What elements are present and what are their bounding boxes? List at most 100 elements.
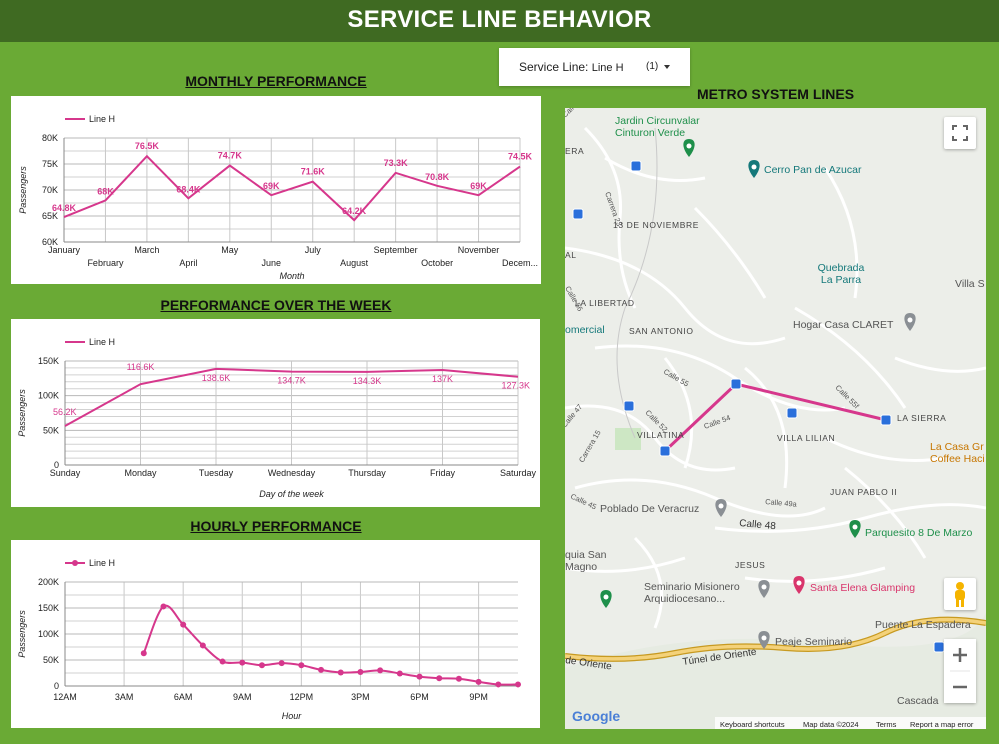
x-tick-label: Monday	[124, 468, 157, 478]
zoom-in-button[interactable]	[944, 639, 976, 671]
map-street	[744, 566, 886, 583]
hourly-chart: 12AM 3AM 6AM 9AM 12PM 3PM 6PM 9PM 0 50K 100K 150K 20…	[11, 540, 540, 728]
data-point	[258, 662, 265, 669]
data-label: 116.6K	[127, 362, 155, 372]
map-area-label: AL	[565, 250, 577, 260]
weekly-chart-svg: 0 50K 100K 150K Sunday Monday Tuesday Wednesday…	[17, 337, 537, 499]
map-place-label: Poblado De Veracruz	[600, 503, 699, 515]
map-place-label: Parquesito 8 De Marzo	[865, 527, 973, 539]
data-point	[455, 675, 462, 682]
map-street-label: Calle 49a	[765, 497, 798, 509]
pin-dot	[761, 635, 767, 641]
page-title: SERVICE LINE BEHAVIOR	[347, 6, 652, 33]
x-tick-label: 3AM	[115, 692, 134, 702]
data-label: 127.3K	[501, 381, 530, 391]
map-street	[583, 126, 637, 309]
map-street-label: Calle 48	[739, 518, 777, 532]
transit-stop-icon	[623, 400, 635, 412]
data-label: 74.5K	[508, 152, 533, 162]
metro-map[interactable]: Jardin Circunvalar Cinturon Verde Cerro Pa…	[565, 108, 986, 729]
x-tick-label: 9AM	[233, 692, 252, 702]
y-tick-label: 0	[54, 460, 59, 470]
x-tick-label: 9PM	[469, 692, 488, 702]
y-tick-label: 150K	[38, 356, 59, 366]
zoom-out-button[interactable]	[944, 672, 976, 703]
data-point	[436, 675, 443, 682]
pegman-icon	[955, 582, 965, 607]
series-line-line-h	[63, 154, 521, 222]
data-label: 138.6K	[202, 373, 231, 383]
y-tick-label: 50K	[43, 425, 59, 435]
metro-station-icon	[659, 445, 671, 457]
data-point	[475, 678, 482, 685]
x-tick-label: February	[87, 258, 124, 268]
map-place-label: Santa Elena Glamping	[810, 582, 915, 594]
chevron-down-icon[interactable]	[664, 65, 670, 69]
service-line-filter[interactable]: Service Line: Line H (1)	[499, 48, 690, 86]
data-label: 56.2K	[53, 407, 77, 417]
x-tick-label: January	[48, 245, 81, 255]
keyboard-shortcuts-link: Keyboard shortcuts	[720, 720, 785, 729]
map-area-label: LA LIBERTAD	[575, 298, 635, 308]
x-tick-label: September	[374, 245, 418, 255]
filter-value: Line H	[591, 62, 624, 74]
x-axis-title: Month	[279, 271, 304, 281]
legend-marker	[72, 560, 78, 566]
data-point	[318, 666, 325, 673]
street-view-button[interactable]	[944, 578, 976, 610]
data-label: 69K	[263, 181, 280, 191]
data-point	[219, 658, 226, 665]
data-point	[377, 667, 384, 674]
data-point	[495, 681, 502, 688]
map-place-label: La Parra	[821, 274, 861, 286]
x-tick-label: March	[134, 245, 159, 255]
x-tick-label: May	[221, 245, 239, 255]
data-point	[180, 621, 187, 628]
map-terrain	[565, 613, 986, 729]
map-area-label: JUAN PABLO II	[830, 487, 897, 497]
filter-label: Service Line: Line H	[519, 60, 624, 74]
pin-dot	[907, 317, 913, 323]
data-label: 69K	[470, 181, 487, 191]
map-park	[615, 428, 641, 450]
map-street	[794, 306, 907, 409]
data-point	[298, 662, 305, 669]
data-label: 71.6K	[301, 167, 326, 177]
map-area-label: VILLATINA	[637, 430, 684, 440]
map-street	[824, 436, 946, 462]
pin-dot	[718, 503, 724, 509]
data-point	[199, 642, 206, 649]
map-place-label: Villa S	[955, 278, 985, 290]
x-tick-label: Tuesday	[199, 468, 234, 478]
pin-dot	[603, 594, 609, 600]
x-axis-title: Hour	[282, 711, 303, 721]
y-tick-label: 100K	[38, 391, 59, 401]
x-tick-label: June	[262, 258, 282, 268]
map-area-label: LA SIERRA	[897, 413, 946, 423]
data-label: 64.8K	[52, 203, 77, 213]
fullscreen-button[interactable]	[944, 117, 976, 149]
report-map-error-link: Report a map error	[910, 720, 974, 729]
map-street	[633, 536, 664, 629]
y-axis-title: Passengers	[17, 389, 27, 437]
map-street	[744, 366, 789, 489]
y-tick-label: 200K	[38, 577, 59, 587]
x-tick-label: Thursday	[348, 468, 386, 478]
map-street	[574, 478, 826, 518]
map-place-label: Peaje Seminario	[775, 636, 852, 648]
transit-stop-icon	[572, 208, 584, 220]
data-label: 68K	[97, 186, 114, 196]
x-tick-label: 12PM	[290, 692, 314, 702]
x-axis-title: Day of the week	[259, 489, 324, 499]
google-logo: Google	[572, 708, 620, 724]
x-tick-label: 6PM	[410, 692, 429, 702]
data-point	[416, 673, 423, 680]
monthly-chart-svg: 60K 65K 70K 75K 80K January February March April…	[18, 114, 538, 281]
map-place-label: Cerro Pan de Azucar	[764, 164, 862, 176]
data-label: 64.2K	[342, 206, 367, 216]
data-point	[337, 669, 344, 676]
x-tick-label: 3PM	[351, 692, 370, 702]
filter-count: (1)	[646, 61, 659, 72]
legend-label: Line H	[89, 114, 115, 124]
